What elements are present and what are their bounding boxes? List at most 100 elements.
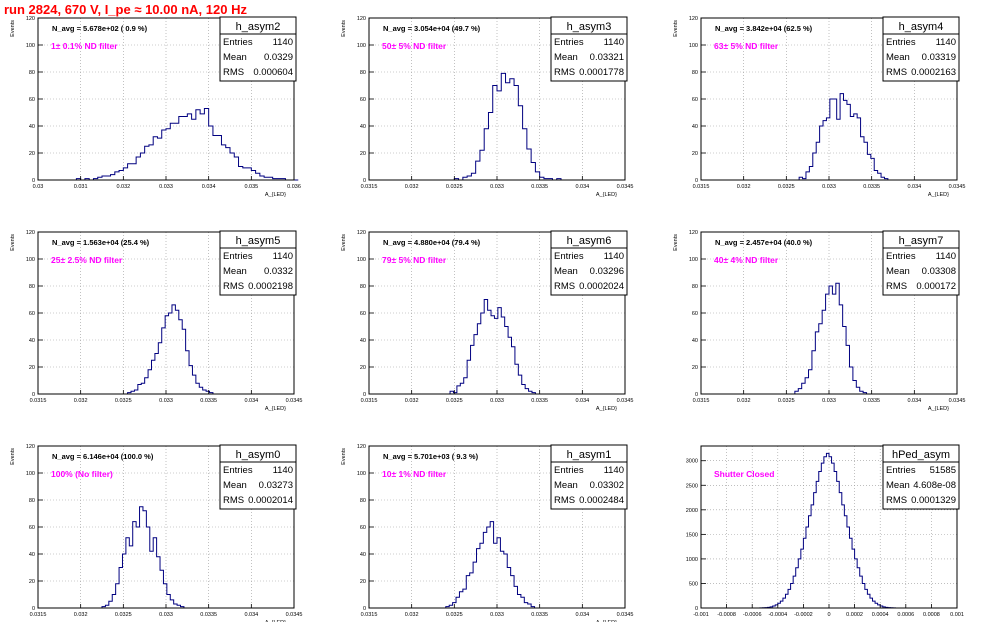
histogram-line <box>59 107 299 181</box>
stats-key: RMS <box>223 67 244 78</box>
stats-key: RMS <box>886 67 907 78</box>
y-tick-label: 80 <box>360 498 366 504</box>
x-axis-label: A_{LED} <box>265 406 286 412</box>
x-tick-label: 0.0315 <box>361 398 378 404</box>
x-tick-label: 0.0335 <box>531 612 548 618</box>
stats-box <box>219 461 297 510</box>
stats-key: RMS <box>223 281 244 292</box>
y-tick-label: 1500 <box>686 532 698 538</box>
y-tick-label: 0 <box>695 178 698 184</box>
x-tick-label: 0.0335 <box>200 612 217 618</box>
x-tick-label: 0.0315 <box>30 398 47 404</box>
stats-value: 1140 <box>936 37 956 48</box>
y-tick-label: 0 <box>363 606 366 612</box>
histogram-line <box>445 521 536 608</box>
filter-annotation: 10± 1% ND filter <box>382 469 447 479</box>
stats-key: Entries <box>554 37 584 48</box>
stats-value: 0.03319 <box>922 52 956 63</box>
y-tick-label: 40 <box>360 552 366 558</box>
y-tick-label: 500 <box>689 581 698 587</box>
stats-key: Mean <box>554 52 578 63</box>
y-tick-label: 40 <box>692 338 698 344</box>
stats-key: RMS <box>554 495 575 506</box>
stats-key: RMS <box>554 281 575 292</box>
stats-key: Entries <box>223 37 253 48</box>
y-tick-label: 0 <box>695 606 698 612</box>
filter-annotation: 1± 0.1% ND filter <box>51 41 118 51</box>
stats-key: Mean <box>886 52 910 63</box>
stats-value: 0.03296 <box>590 266 624 277</box>
x-tick-label: 0.032 <box>116 184 130 190</box>
navg-label: N_avg = 2.457e+04 (40.0 %) <box>715 238 813 247</box>
stats-value: 0.0002014 <box>248 495 293 506</box>
x-axis-label: A_{LED} <box>265 192 286 198</box>
stats-box <box>550 247 628 296</box>
y-tick-label: 120 <box>26 230 35 236</box>
chart-h_asym3: 0.0315 0.032 0.0325 0.033 0.0335 0.034 0.0345 0… <box>341 16 633 198</box>
stats-value: 0.0329 <box>264 52 293 63</box>
stats-box <box>219 247 297 296</box>
x-tick-label: 0.032 <box>74 398 88 404</box>
stats-value: 0.0001329 <box>911 495 956 506</box>
x-tick-label: 0.03 <box>33 184 44 190</box>
x-tick-label: 0.0335 <box>863 184 880 190</box>
stats-key: Entries <box>886 465 916 476</box>
chart-h_asym0: 0.0315 0.032 0.0325 0.033 0.0335 0.034 0.0345 0… <box>10 444 302 622</box>
x-tick-label: 0.0315 <box>693 184 710 190</box>
stats-key: Entries <box>886 37 916 48</box>
y-tick-label: 0 <box>695 392 698 398</box>
x-tick-label: 0.033 <box>159 184 173 190</box>
stats-key: Mean <box>223 52 247 63</box>
y-tick-label: 40 <box>360 338 366 344</box>
y-tick-label: 100 <box>26 471 35 477</box>
x-tick-label: 0.032 <box>737 398 751 404</box>
stats-key: Entries <box>223 465 253 476</box>
stats-value: 0.0002024 <box>579 281 624 292</box>
x-tick-label: -0.0002 <box>794 612 813 618</box>
x-tick-label: 0.0315 <box>30 612 47 618</box>
stats-box <box>882 461 960 510</box>
y-tick-label: 100 <box>689 43 698 49</box>
y-tick-label: 60 <box>29 311 35 317</box>
filter-annotation: Shutter Closed <box>714 469 774 479</box>
filter-annotation: 100% (No filter) <box>51 469 113 479</box>
x-tick-label: 0.034 <box>907 184 921 190</box>
x-tick-label: 0.001 <box>950 612 964 618</box>
y-tick-label: 40 <box>29 124 35 130</box>
x-tick-label: 0.0345 <box>286 612 303 618</box>
y-tick-label: 120 <box>26 16 35 22</box>
x-tick-label: 0.033 <box>490 184 504 190</box>
chart-h_asym2: 0.03 0.031 0.032 0.033 0.034 0.035 0.036 0 20 40 6… <box>10 16 301 198</box>
y-tick-label: 60 <box>29 525 35 531</box>
stats-key: Entries <box>223 251 253 262</box>
stats-value: 0.0332 <box>264 266 293 277</box>
y-axis-label: Events <box>341 448 347 465</box>
x-tick-label: 0.034 <box>575 398 589 404</box>
y-tick-label: 100 <box>357 471 366 477</box>
x-tick-label: 0.0325 <box>778 184 795 190</box>
x-tick-label: 0.032 <box>737 184 751 190</box>
histogram-line <box>798 93 889 180</box>
x-tick-label: -0.0008 <box>717 612 736 618</box>
x-tick-label: 0.034 <box>202 184 216 190</box>
histogram-line <box>756 452 899 609</box>
y-tick-label: 120 <box>357 230 366 236</box>
y-tick-label: 60 <box>360 311 366 317</box>
histogram-line <box>127 304 214 394</box>
navg-label: N_avg = 5.678e+02 ( 0.9 %) <box>52 24 148 33</box>
stats-key: Mean <box>223 266 247 277</box>
x-tick-label: 0.034 <box>575 184 589 190</box>
y-tick-label: 80 <box>29 70 35 76</box>
stats-key: RMS <box>886 495 907 506</box>
y-tick-label: 0 <box>32 392 35 398</box>
y-tick-label: 0 <box>363 392 366 398</box>
x-tick-label: 0.0335 <box>863 398 880 404</box>
y-tick-label: 20 <box>29 151 35 157</box>
y-tick-label: 80 <box>29 284 35 290</box>
y-tick-label: 0 <box>32 178 35 184</box>
histogram-name: h_asym4 <box>899 21 944 33</box>
stats-key: RMS <box>886 281 907 292</box>
histogram-line <box>453 72 562 181</box>
chart-h_asym7: 0.0315 0.032 0.0325 0.033 0.0335 0.034 0.0345 0… <box>673 230 965 412</box>
y-tick-label: 120 <box>26 444 35 450</box>
